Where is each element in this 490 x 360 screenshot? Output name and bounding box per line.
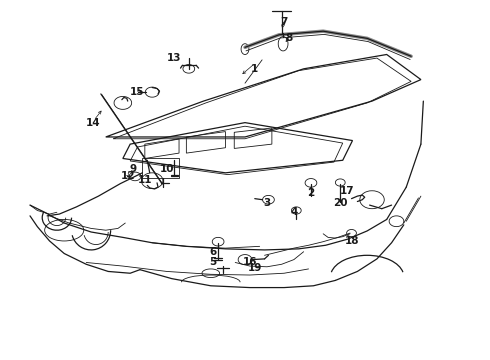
Text: 5: 5: [210, 257, 217, 267]
Text: 8: 8: [285, 33, 293, 43]
Text: 6: 6: [210, 247, 217, 257]
Text: 3: 3: [263, 198, 270, 208]
Text: 12: 12: [121, 171, 135, 181]
Text: 20: 20: [333, 198, 347, 208]
Text: 11: 11: [138, 175, 152, 185]
Text: 13: 13: [167, 53, 181, 63]
Text: 17: 17: [340, 186, 355, 196]
Text: 1: 1: [251, 64, 258, 74]
Text: 19: 19: [247, 263, 262, 273]
Text: 7: 7: [280, 17, 288, 27]
Text: 4: 4: [290, 207, 297, 217]
Text: 16: 16: [243, 257, 257, 267]
Text: 10: 10: [160, 164, 174, 174]
Text: 2: 2: [307, 188, 315, 198]
Text: 9: 9: [129, 164, 136, 174]
Text: 18: 18: [345, 236, 360, 246]
Text: 14: 14: [86, 118, 101, 128]
Text: 15: 15: [130, 87, 145, 97]
